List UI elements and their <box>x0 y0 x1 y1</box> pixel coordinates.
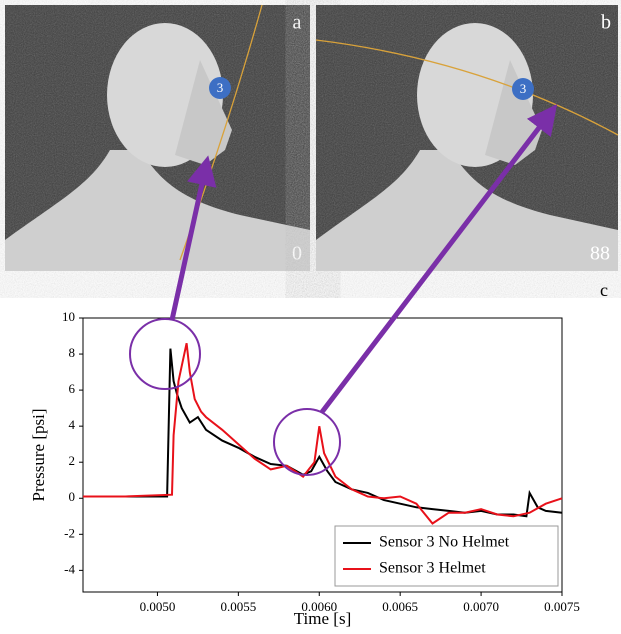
x-axis-label: Time [s] <box>294 609 351 628</box>
frame-number: 0 <box>292 243 302 265</box>
panel-label: a <box>293 12 302 34</box>
photo-b: 3 b 88 <box>316 5 618 271</box>
x-tick-label: 0.0050 <box>140 599 176 614</box>
frame-number: 88 <box>590 243 610 265</box>
x-tick-label: 0.0065 <box>382 599 418 614</box>
x-tick-label: 0.0070 <box>463 599 499 614</box>
y-tick-label: 4 <box>69 417 76 432</box>
y-tick-label: -2 <box>64 525 75 540</box>
legend-label: Sensor 3 No Helmet <box>379 534 510 551</box>
sensor-label: 3 <box>520 81 527 96</box>
y-tick-label: 2 <box>69 453 76 468</box>
figure: 3 a 0 3 b 88 c 0.00500.00550.00600.00650… <box>0 0 621 634</box>
y-tick-label: 6 <box>69 381 76 396</box>
panel-label: b <box>601 12 611 34</box>
sensor-label: 3 <box>217 80 224 95</box>
legend-label: Sensor 3 Helmet <box>379 560 486 577</box>
x-tick-label: 0.0075 <box>544 599 580 614</box>
y-tick-label: -4 <box>64 561 75 576</box>
y-tick-label: 0 <box>69 489 76 504</box>
panel-label: c <box>600 280 608 300</box>
y-axis-label: Pressure [psi] <box>29 408 48 501</box>
y-tick-label: 10 <box>62 309 75 324</box>
x-tick-label: 0.0055 <box>220 599 256 614</box>
y-tick-label: 8 <box>69 345 76 360</box>
photo-a: 3 a 0 <box>5 5 310 271</box>
